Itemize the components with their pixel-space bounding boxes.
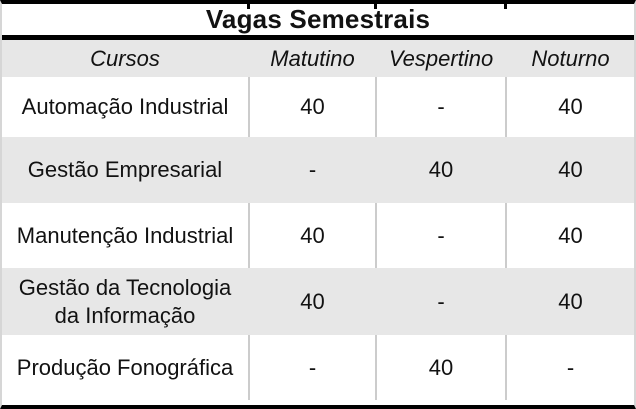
cell-vespertino: - [375,203,505,268]
column-header-noturno: Noturno [531,45,610,71]
table-title-row: Vagas Semestrais [2,4,634,40]
column-header-matutino: Matutino [270,45,355,71]
column-divider-tick [504,4,507,9]
cell-matutino: 40 [300,288,325,314]
cell-matutino: 40 [248,203,375,268]
cell-matutino: - [308,157,317,183]
cell-vespertino: - [437,288,445,314]
cell-vespertino: - [375,77,505,137]
table-row: Gestão Empresarial - 40 40 [2,137,634,203]
cell-curso: Manutenção Industrial [16,222,234,248]
cell-matutino: 40 [248,77,375,137]
column-divider-tick [247,4,250,9]
column-header-vespertino: Vespertino [388,45,494,71]
cell-noturno: 40 [505,203,634,268]
column-divider-tick [374,4,377,9]
table-row: Produção Fonográfica - 40 - [2,335,634,400]
cell-vespertino: 40 [375,335,505,400]
cell-curso: Automação Industrial [21,94,229,120]
cell-matutino: - [248,335,375,400]
cell-noturno: 40 [505,77,634,137]
cell-curso: Gestão da Tecnologia da Informação [18,275,232,328]
cell-vespertino: 40 [428,157,454,183]
table-row: Gestão da Tecnologia da Informação 40 - … [2,268,634,335]
cell-curso: Gestão Empresarial [27,157,223,183]
table-title: Vagas Semestrais [205,4,431,34]
table-row: Automação Industrial 40 - 40 [2,77,634,137]
cell-noturno: - [505,335,634,400]
table-header-row: Cursos Matutino Vespertino Noturno [2,40,634,77]
table-row: Manutenção Industrial 40 - 40 [2,203,634,268]
cell-noturno: 40 [558,157,583,183]
cell-curso: Produção Fonográfica [16,354,234,380]
column-header-cursos: Cursos [90,45,160,71]
cell-noturno: 40 [558,288,583,314]
